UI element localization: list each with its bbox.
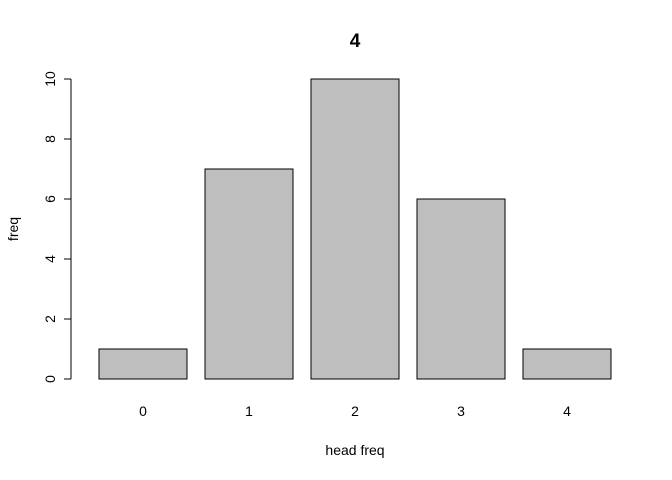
x-tick-label: 4 bbox=[563, 403, 571, 419]
x-axis-label: head freq bbox=[325, 442, 384, 458]
y-axis: 0 2 4 6 8 10 bbox=[42, 71, 72, 383]
bar-0 bbox=[98, 348, 188, 380]
x-tick-labels: 0 1 2 3 4 bbox=[139, 403, 571, 419]
y-axis-label: freq bbox=[5, 217, 21, 241]
bar-4 bbox=[522, 348, 612, 380]
x-tick-label: 1 bbox=[245, 403, 253, 419]
bar-1 bbox=[204, 168, 294, 380]
bars bbox=[98, 78, 612, 380]
y-tick-label: 4 bbox=[42, 255, 58, 263]
y-tick-label: 0 bbox=[42, 375, 58, 383]
x-tick-label: 2 bbox=[351, 403, 359, 419]
bar-2 bbox=[310, 78, 400, 380]
chart-title: 4 bbox=[350, 31, 361, 52]
y-tick-label: 10 bbox=[42, 71, 58, 87]
x-tick-label: 0 bbox=[139, 403, 147, 419]
y-tick-label: 2 bbox=[42, 315, 58, 323]
bar-3 bbox=[416, 198, 506, 380]
x-tick-label: 3 bbox=[457, 403, 465, 419]
y-tick-label: 6 bbox=[42, 195, 58, 203]
y-tick-label: 8 bbox=[42, 135, 58, 143]
